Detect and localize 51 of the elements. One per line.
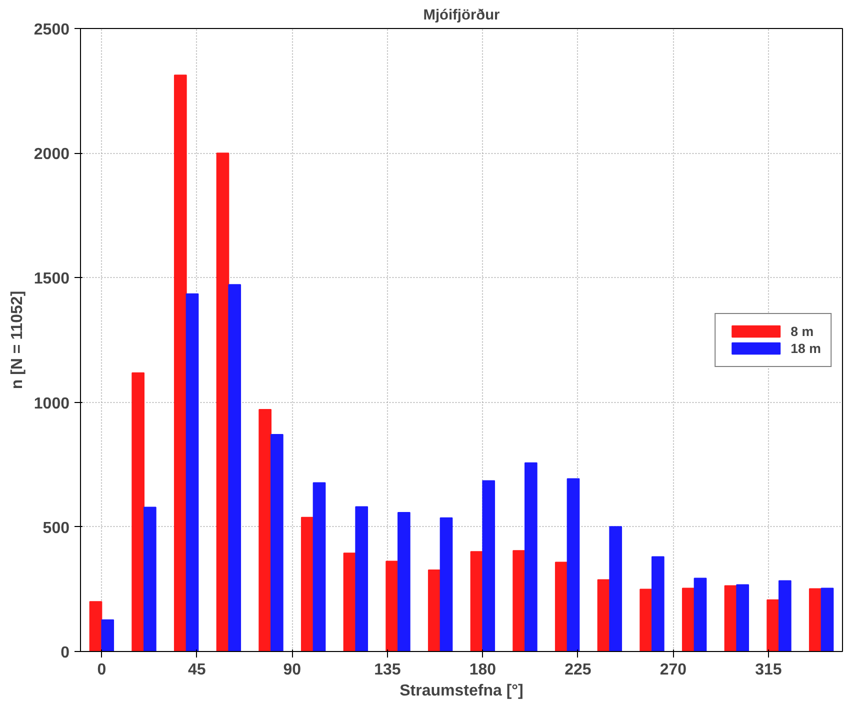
bar: [609, 526, 622, 652]
bar: [386, 560, 398, 652]
bar: [186, 293, 199, 652]
y-axis-title: n [N = 11052]: [8, 290, 26, 390]
bar: [554, 562, 568, 652]
bar: [640, 588, 652, 652]
y-tick-label: 1000: [34, 395, 70, 412]
chart-title: Mjóifjörður: [423, 8, 500, 24]
bar: [312, 482, 326, 652]
bar: [652, 556, 664, 652]
y-tick-label: 0: [60, 644, 70, 662]
legend-label: 18 m: [790, 340, 821, 356]
legend-label: 8 m: [790, 324, 814, 338]
bar: [258, 409, 272, 652]
bar: [440, 517, 453, 652]
x-tick-label: 135: [374, 662, 401, 678]
bar: [216, 152, 230, 652]
bar: [132, 372, 144, 652]
x-tick-label: 45: [188, 662, 206, 678]
bar: [566, 478, 580, 652]
bar: [808, 588, 822, 652]
bar: [428, 570, 441, 652]
x-tick-label: 270: [660, 662, 687, 678]
bar: [512, 550, 526, 652]
bar: [736, 584, 750, 652]
x-tick-label: 180: [469, 662, 496, 678]
x-axis-title: Straumstefna [°]: [400, 682, 524, 700]
bar: [820, 588, 834, 652]
y-tick-label: 2000: [34, 146, 70, 164]
y-tick-label: 2500: [34, 22, 70, 38]
y-tick-label: 500: [42, 520, 70, 537]
bar: [682, 588, 695, 652]
bar: [778, 580, 792, 652]
bar: [524, 462, 538, 652]
x-tick-label: 315: [755, 662, 782, 678]
bar: [144, 506, 156, 652]
bar: [355, 506, 368, 652]
bar: [101, 619, 114, 652]
bar: [174, 74, 187, 652]
bar: [270, 434, 284, 652]
y-tick-label: 1500: [34, 270, 70, 288]
bar: [398, 512, 410, 652]
bar: [694, 578, 707, 652]
bar: [300, 516, 314, 652]
x-tick-label: 0: [97, 662, 106, 678]
bar: [482, 480, 496, 652]
bar: [89, 601, 102, 652]
x-tick-label: 90: [283, 662, 302, 678]
bar: [228, 284, 242, 652]
bar: [766, 599, 780, 652]
x-tick-label: 225: [564, 662, 592, 678]
